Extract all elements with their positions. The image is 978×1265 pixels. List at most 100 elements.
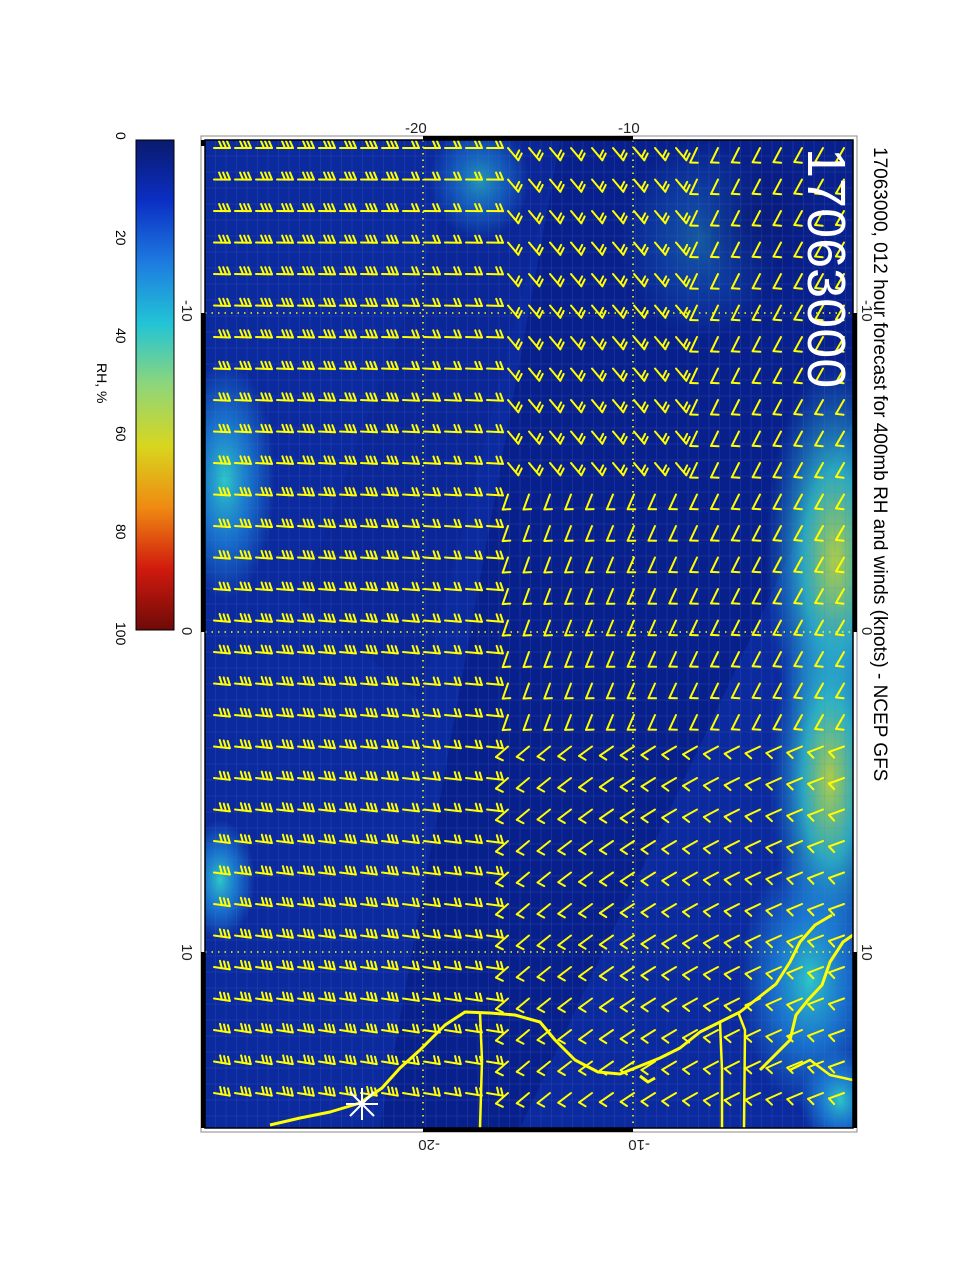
wind-barb-icon [598,1029,614,1045]
wind-barb-icon [486,991,504,1002]
wind-barb-icon [640,871,656,887]
wind-barb-icon [772,367,783,385]
wind-barb-icon [494,997,509,1014]
wind-barb-icon [709,462,720,479]
wind-barb-icon [234,770,252,781]
wind-barb-icon [276,1054,294,1066]
wind-barb-icon [689,556,699,574]
wind-barb-icon [234,991,252,1002]
wind-barb-icon [318,581,336,592]
wind-barb-icon [213,329,231,339]
wind-barb-icon [276,549,294,560]
wind-barb-icon [402,423,420,434]
wind-barb-icon [494,934,509,951]
wind-barb-icon [549,210,565,225]
bottom-tick-2: -10 [628,1136,650,1153]
wind-barb-icon [835,462,845,479]
left-tick-2: 0 [178,627,195,635]
wind-barb-icon [339,739,357,750]
colorbar-tick-label: 80 [113,524,129,540]
wind-barb-icon [612,399,628,414]
wind-barb-icon [536,1060,551,1077]
wind-barb-icon [276,486,294,497]
wind-barb-icon [689,273,699,290]
wind-barb-icon [772,178,783,196]
wind-barb-icon [633,147,649,162]
wind-barb-icon [297,928,315,939]
wind-barb-icon [827,934,845,948]
wind-barb-icon [423,581,441,592]
wind-barb-icon [814,367,824,385]
wind-barb-icon [640,997,656,1013]
wind-barb-icon [835,210,845,227]
wind-barb-icon [276,612,294,623]
wind-barb-icon [543,651,553,668]
wind-barb-icon [772,430,783,448]
wind-barb-icon [814,304,824,322]
wind-barb-icon [318,865,336,876]
wind-barb-icon [486,834,504,844]
wind-barb-icon [255,1022,273,1034]
wind-barb-icon [276,833,294,844]
wind-barb-icon [486,1023,504,1034]
wind-barb-icon [570,178,586,193]
wind-barb-icon [486,266,504,276]
wind-barb-icon [633,430,649,445]
wind-barb-icon [381,203,399,213]
wind-barb-icon [339,486,357,497]
wind-barb-icon [381,676,399,687]
wind-barb-icon [814,336,824,353]
wind-barb-icon [297,423,315,434]
wind-barb-icon [689,178,699,196]
wind-barb-icon [423,392,441,402]
wind-barb-icon [549,462,565,477]
wind-barb-icon [423,266,441,276]
wind-barb-icon [709,682,720,700]
wind-barb-icon [234,896,252,908]
wind-barb-icon [381,707,399,718]
wind-barb-icon [339,360,357,371]
wind-barb-icon [772,304,783,322]
wind-barb-icon [730,588,741,605]
wind-barb-icon [381,1022,399,1034]
wind-barb-icon [297,1022,315,1034]
wind-barb-icon [507,178,523,193]
wind-barb-icon [730,682,741,700]
wind-barb-icon [360,1054,378,1066]
wind-barb-icon [297,329,315,339]
wind-barb-icon [723,997,740,1012]
wind-barb-icon [765,808,782,823]
wind-barb-icon [444,140,462,149]
wind-barb-icon [682,903,698,918]
colorbar-tick-label: 0 [113,132,129,140]
wind-barb-icon [276,203,294,213]
wind-barb-icon [543,714,553,731]
wind-barb-icon [765,1092,782,1106]
wind-barb-icon [494,745,509,762]
wind-barb-icon [793,336,803,353]
wind-barb-icon [807,934,824,948]
wind-barb-icon [564,525,574,542]
wind-barb-icon [682,1060,698,1075]
wind-barb-icon [444,487,462,497]
wind-barb-icon [591,462,607,477]
wind-barb-icon [827,966,845,980]
frame-bands [201,136,857,1132]
wind-barb-icon [444,897,462,908]
wind-barb-icon [744,745,761,760]
wind-barb-icon [730,462,741,479]
wind-barb-icon [507,336,523,351]
wind-barb-icon [730,336,741,353]
wind-barb-icon [318,234,336,244]
wind-barb-icon [807,1092,824,1106]
wind-barb-icon [255,360,273,371]
wind-barb-icon [444,644,462,655]
wind-barb-icon [619,840,635,855]
wind-barb-icon [528,210,544,225]
wind-barb-icon [549,430,565,445]
wind-barb-icon [213,676,231,687]
wind-barb-icon [751,367,762,385]
wind-barb-icon [360,518,378,529]
wind-barb-icon [807,997,824,1011]
wind-barb-icon [536,871,551,888]
